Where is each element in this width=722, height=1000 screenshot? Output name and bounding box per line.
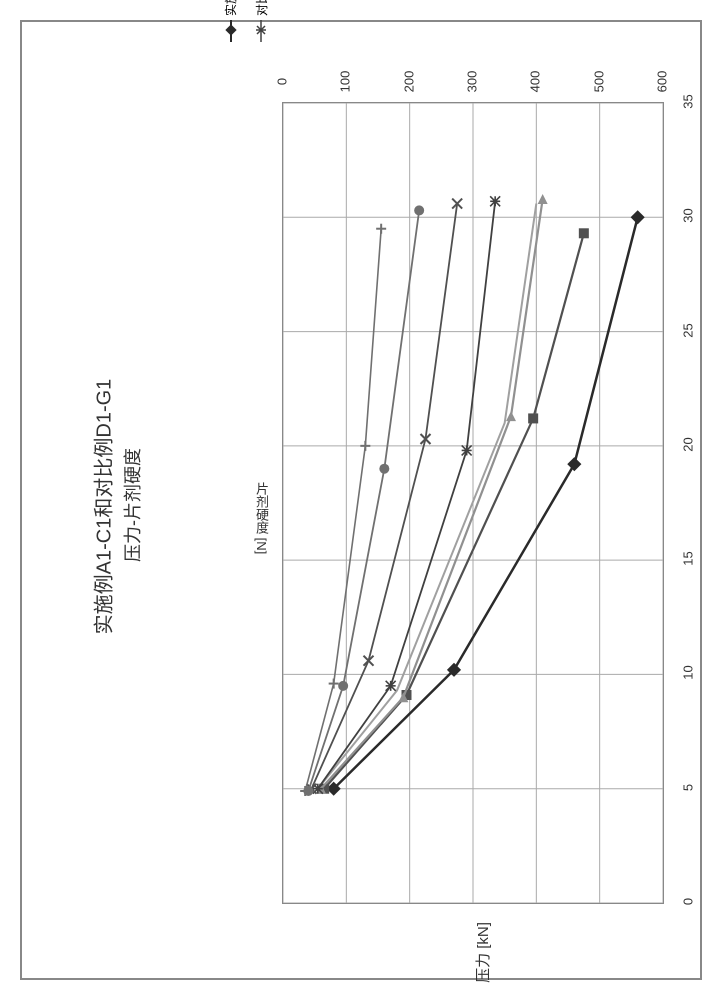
- legend-item-a1: 实施例A1: [222, 0, 239, 42]
- plot-svg: [283, 103, 663, 903]
- y-tick-label: 200: [401, 62, 416, 102]
- y-tick-label: 100: [338, 62, 353, 102]
- legend-row: 对比例E1 对比例F1 对比例G1 Parteck M200 M765019: [247, 0, 275, 42]
- y-tick-label: 500: [591, 62, 606, 102]
- y-tick-label: 400: [528, 62, 543, 102]
- x-axis-title: 压力 [kN]: [472, 922, 493, 983]
- legend-row: 实施例A1 实施例B1 实施例C1 对比例D1: [222, 0, 239, 42]
- asterisk-icon: [255, 20, 267, 42]
- x-tick-label: 10: [681, 653, 696, 693]
- diamond-icon: [225, 20, 237, 42]
- chart-title: 实施例A1-C1和对比例D1-G1: [88, 207, 117, 807]
- x-tick-label: 35: [681, 82, 696, 122]
- legend-item-e1: 对比例E1: [247, 0, 275, 42]
- x-tick-label: 0: [681, 882, 696, 922]
- x-tick-label: 15: [681, 539, 696, 579]
- x-tick-label: 30: [681, 196, 696, 236]
- chart-container: 实施例A1-C1和对比例D1-G1 压力-片剂硬度 实施例A1 实施例B1 实施…: [20, 20, 702, 980]
- chart-subtitle: 压力-片剂硬度: [119, 205, 145, 805]
- y-axis-title: 片剂硬度 [N]: [252, 482, 271, 554]
- plot-area: [282, 102, 664, 904]
- x-tick-label: 20: [681, 424, 696, 464]
- x-tick-label: 25: [681, 310, 696, 350]
- y-tick-label: 0: [275, 62, 290, 102]
- legend: 实施例A1 实施例B1 实施例C1 对比例D1 对比例E1 对比例F1: [222, 0, 283, 42]
- y-tick-label: 600: [655, 62, 670, 102]
- legend-label: 对比例E1: [253, 0, 270, 16]
- legend-label: 实施例A1: [222, 0, 239, 16]
- y-tick-label: 300: [465, 62, 480, 102]
- x-tick-label: 5: [681, 767, 696, 807]
